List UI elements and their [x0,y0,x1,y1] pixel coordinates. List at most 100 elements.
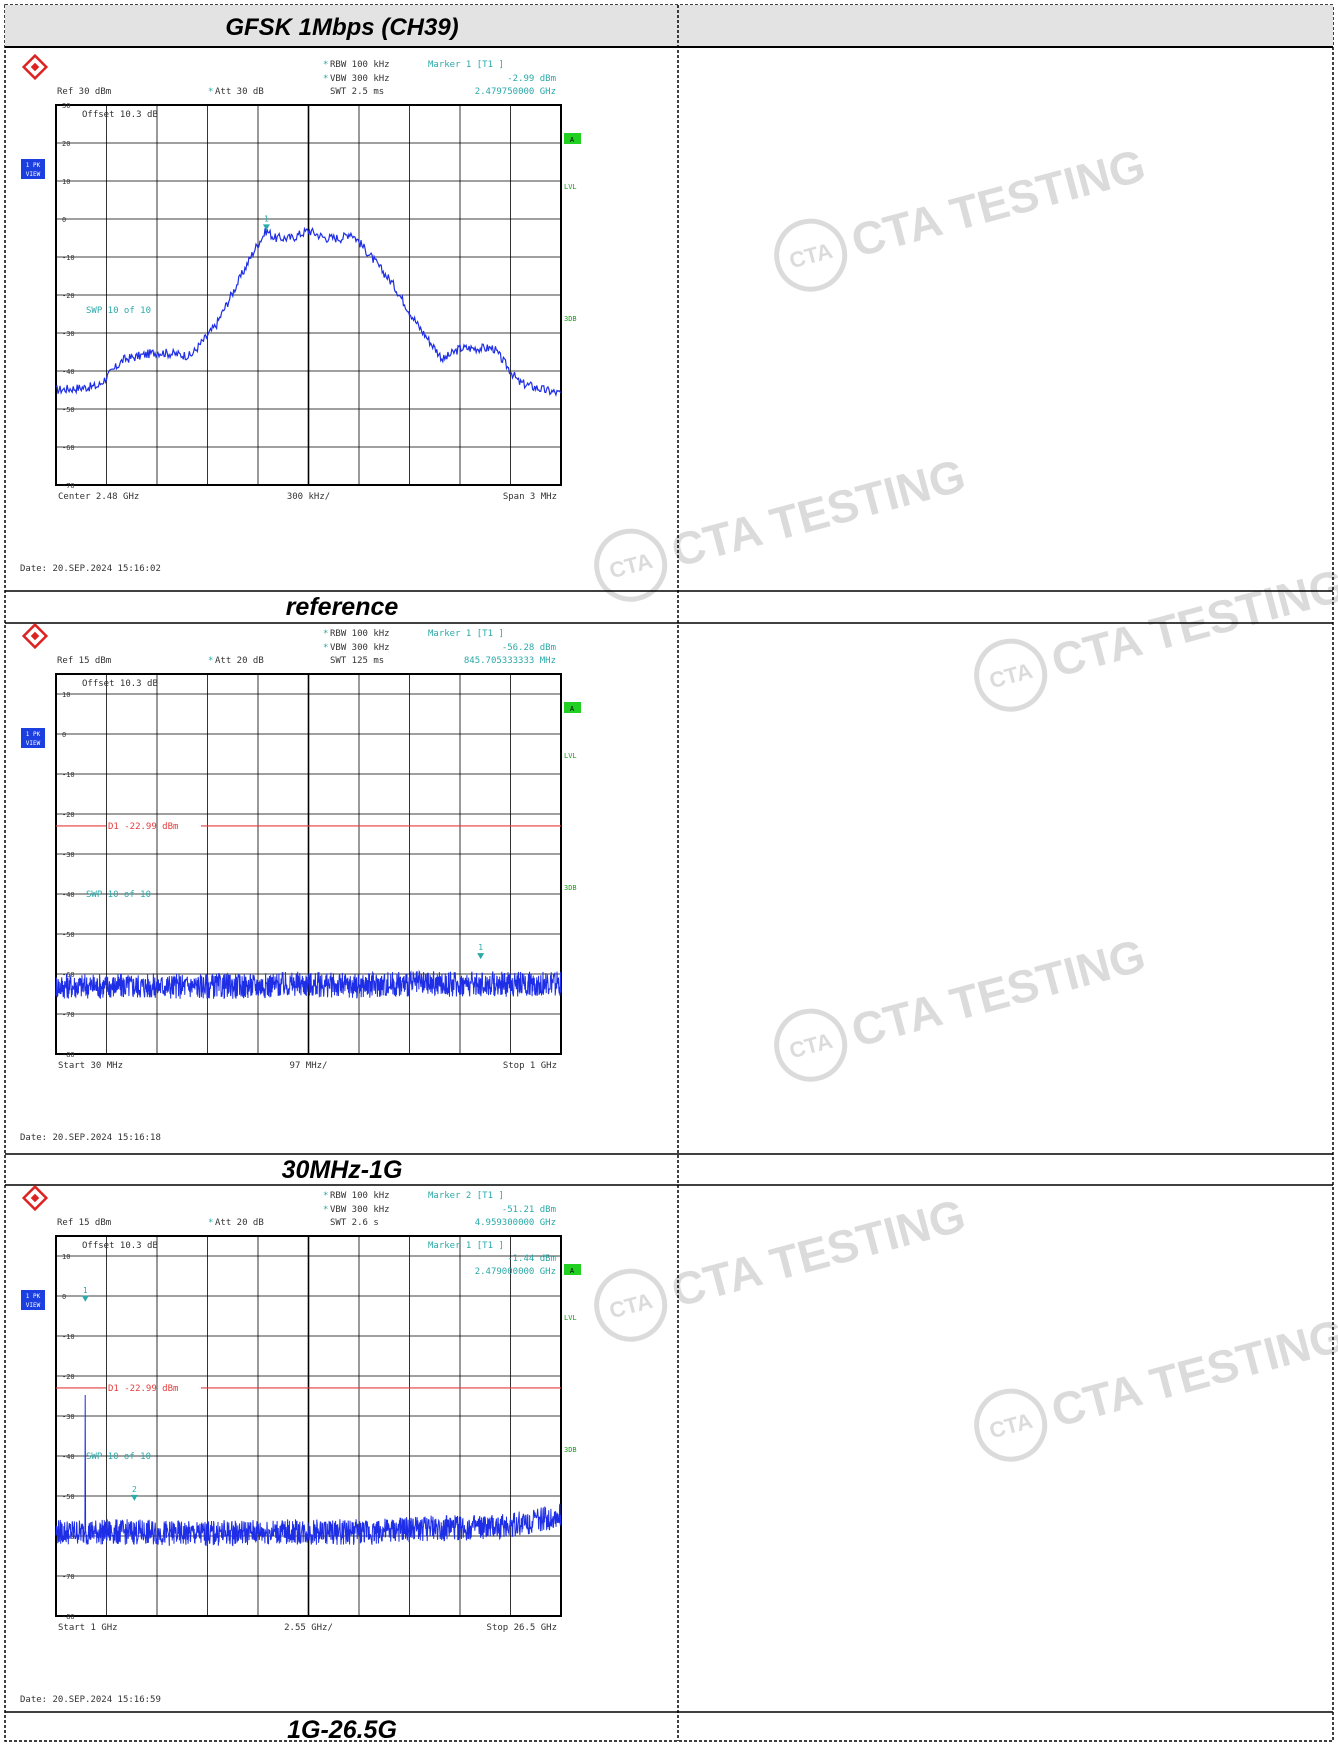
trace-tag-label: 1 PK [26,162,41,169]
marker-title: Marker 2 [T1 ] [428,1191,504,1201]
lvl-label: LVL [564,1314,577,1322]
sweep-count-label: SWP 10 of 10 [86,890,151,900]
x-axis-division-label: 97 MHz/ [290,1061,328,1071]
table-border [4,4,1334,1742]
y-tick-label: 0 [62,1293,66,1301]
display-line-label: D1 -22.99 dBm [108,1384,178,1394]
marker-frequency: 2.479750000 GHz [475,87,556,97]
y-tick-label: 0 [62,216,66,224]
watermark-logo-ring [774,1008,848,1082]
watermark-text: CTA TESTING [846,139,1151,267]
ref-level-label: Ref 30 dBm [57,87,111,97]
vbw-label: VBW 300 kHz [330,74,390,84]
y-tick-label: -60 [62,971,75,979]
star-rbw: * [323,629,328,639]
offset-label: Offset 10.3 dB [82,679,158,689]
view-tag-label: VIEW [26,171,41,178]
vbw-label: VBW 300 kHz [330,1205,390,1215]
watermark-text: CTA TESTING [666,449,971,577]
display-line-label: D1 -22.99 dBm [108,822,178,832]
watermark-logo-text: CTA [787,1028,836,1063]
watermark-text: CTA TESTING [1046,1309,1338,1437]
attenuation-label: Att 20 dB [215,1218,264,1228]
y-tick-label: -40 [62,1453,75,1461]
three-db-label: 3DB [564,884,577,892]
y-tick-label: -20 [62,292,75,300]
y-tick-label: -60 [62,444,75,452]
star-vbw: * [323,1205,328,1215]
marker-triangle [477,953,485,960]
rbw-label: RBW 100 kHz [330,629,390,639]
marker-frequency: 4.959300000 GHz [475,1218,556,1228]
trace-tag-box [21,159,45,179]
trace-tag-box [21,728,45,748]
sweep-time-label: SWT 125 ms [330,656,384,666]
ref-level-label: Ref 15 dBm [57,1218,111,1228]
table-header-title: GFSK 1Mbps (CH39) [225,14,458,41]
y-tick-label: -40 [62,891,75,899]
attenuation-label: Att 20 dB [215,656,264,666]
y-tick-label: -50 [62,406,75,414]
marker2-level: -1.44 dBm [507,1254,556,1264]
watermark-logo-text: CTA [787,238,836,273]
y-tick-label: -10 [62,771,75,779]
flag-a-box [564,133,581,144]
y-tick-label: -20 [62,1373,75,1381]
x-axis-division-label: 300 kHz/ [287,492,330,502]
sweep-count-label: SWP 10 of 10 [86,306,151,316]
measurement-date: Date: 20.SEP.2024 15:16:02 [20,564,161,574]
x-axis-right-label: Stop 26.5 GHz [487,1623,557,1633]
y-tick-label: 10 [62,1253,70,1261]
star-att: * [208,87,213,97]
three-db-label: 3DB [564,1446,577,1454]
marker-number-label: 1 [264,214,269,223]
marker-level: -51.21 dBm [502,1205,556,1215]
marker2-title: Marker 1 [T1 ] [428,1241,504,1251]
rohde-schwarz-logo [21,622,49,650]
y-tick-label: -10 [62,254,75,262]
y-tick-label: -50 [62,931,75,939]
y-tick-label: 0 [62,731,66,739]
y-tick-label: -70 [62,1011,75,1019]
measurement-date: Date: 20.SEP.2024 15:16:18 [20,1133,161,1143]
flag-a-box [564,702,581,713]
star-vbw: * [323,643,328,653]
measurement-date: Date: 20.SEP.2024 15:16:59 [20,1695,161,1705]
y-tick-label: -40 [62,368,75,376]
marker-frequency: 845.705333333 MHz [464,656,556,666]
lvl-label: LVL [564,752,577,760]
trace-tag-label: 1 PK [26,731,41,738]
watermark: CTA CTA TESTING [974,1309,1338,1462]
watermark-text: CTA TESTING [666,1189,971,1317]
star-rbw: * [323,1191,328,1201]
watermark-layer: CTA CTA TESTING CTA CTA TESTING CTA CTA TESTI… [594,139,1338,1462]
marker-number-label: 1 [478,943,483,952]
x-axis-division-label: 2.55 GHz/ [284,1623,333,1633]
flag-a-label: A [570,1267,575,1275]
rohde-schwarz-logo [21,1184,49,1212]
y-tick-label: -50 [62,1493,75,1501]
plot-caption: reference [286,593,399,621]
table-header-bg [5,5,1333,47]
sweep-count-label: SWP 10 of 10 [86,1452,151,1462]
view-tag-label: VIEW [26,740,41,747]
watermark-text: CTA TESTING [846,929,1151,1057]
watermark-logo-text: CTA [987,658,1036,693]
marker-title: Marker 1 [T1 ] [428,60,504,70]
plot-caption: 1G-26.5G [287,1716,397,1744]
trace-tag-label: 1 PK [26,1293,41,1300]
watermark: CTA CTA TESTING [774,929,1151,1082]
marker-number-label: 2 [132,1485,137,1494]
marker-title: Marker 1 [T1 ] [428,629,504,639]
watermark: CTA CTA TESTING [594,1189,971,1342]
plot-caption: 30MHz-1G [282,1156,403,1184]
flag-a-label: A [570,705,575,713]
report-table-text: GFSK 1Mbps (CH39) reference 30MHz-1G 1G-26.… [225,14,458,1744]
view-tag-label: VIEW [26,1302,41,1309]
flag-a-box [564,1264,581,1275]
watermark-logo-text: CTA [607,548,656,583]
rbw-label: RBW 100 kHz [330,60,390,70]
report-table-grid [4,4,1334,1742]
